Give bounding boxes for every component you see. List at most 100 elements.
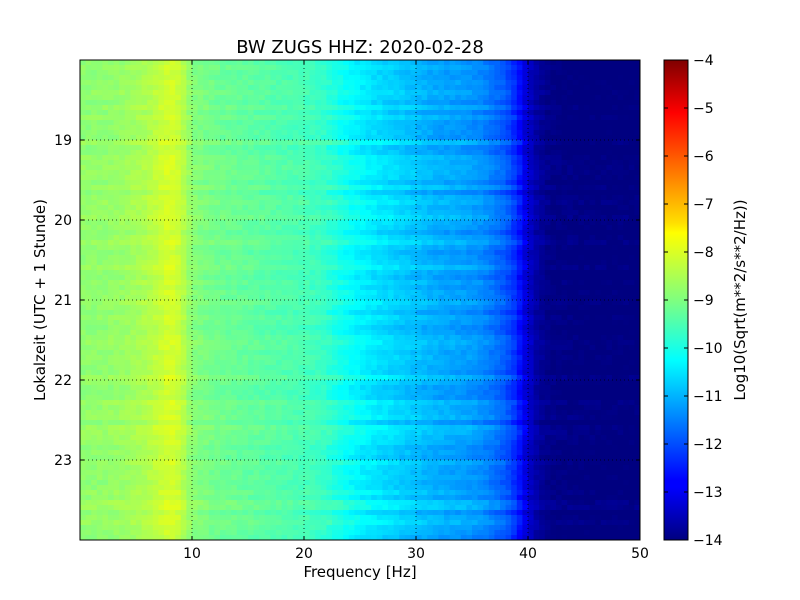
heatmap-cell	[152, 280, 159, 286]
heatmap-cell	[416, 200, 422, 206]
heatmap-cell	[152, 230, 159, 236]
heatmap-cell	[505, 255, 512, 261]
heatmap-cell	[136, 210, 142, 216]
heatmap-cell	[119, 180, 126, 186]
heatmap-cell	[623, 180, 630, 186]
heatmap-cell	[348, 250, 355, 256]
heatmap-cell	[544, 265, 551, 271]
heatmap-cell	[236, 150, 243, 156]
heatmap-cell	[203, 285, 210, 291]
heatmap-cell	[544, 280, 551, 286]
heatmap-cell	[556, 280, 562, 286]
heatmap-cell	[113, 270, 120, 276]
heatmap-cell	[483, 210, 490, 216]
heatmap-cell	[628, 120, 635, 126]
heatmap-cell	[113, 100, 120, 106]
heatmap-cell	[388, 250, 394, 256]
heatmap-cell	[539, 145, 546, 151]
heatmap-cell	[304, 180, 310, 186]
heatmap-cell	[399, 210, 406, 216]
heatmap-cell	[147, 275, 154, 281]
heatmap-cell	[332, 165, 338, 171]
heatmap-cell	[567, 180, 574, 186]
heatmap-cell	[242, 185, 249, 191]
heatmap-cell	[85, 175, 92, 181]
heatmap-cell	[550, 90, 557, 96]
heatmap-cell	[500, 105, 506, 111]
heatmap-cell	[309, 185, 316, 191]
heatmap-cell	[550, 215, 557, 221]
heatmap-cell	[253, 100, 260, 106]
heatmap-cell	[147, 70, 154, 76]
heatmap-cell	[528, 190, 534, 196]
heatmap-cell	[360, 150, 366, 156]
heatmap-cell	[208, 80, 215, 86]
heatmap-cell	[147, 75, 154, 81]
heatmap-cell	[348, 130, 355, 136]
heatmap-cell	[539, 80, 546, 86]
heatmap-cell	[561, 200, 568, 206]
heatmap-cell	[533, 235, 540, 241]
heatmap-cell	[332, 220, 338, 226]
heatmap-cell	[320, 270, 327, 276]
heatmap-cell	[281, 100, 288, 106]
heatmap-cell	[354, 230, 361, 236]
heatmap-cell	[623, 85, 630, 91]
heatmap-cell	[119, 290, 126, 296]
heatmap-cell	[113, 180, 120, 186]
heatmap-cell	[404, 75, 411, 81]
heatmap-cell	[141, 185, 148, 191]
heatmap-cell	[393, 75, 400, 81]
heatmap-cell	[108, 180, 114, 186]
heatmap-cell	[600, 155, 607, 161]
heatmap-cell	[472, 300, 478, 306]
heatmap-cell	[404, 190, 411, 196]
heatmap-cell	[315, 305, 322, 311]
heatmap-cell	[623, 115, 630, 121]
heatmap-cell	[410, 175, 417, 181]
heatmap-cell	[152, 90, 159, 96]
heatmap-cell	[584, 200, 590, 206]
heatmap-cell	[186, 275, 193, 281]
heatmap-cell	[124, 110, 131, 116]
heatmap-cell	[533, 250, 540, 256]
heatmap-cell	[628, 265, 635, 271]
heatmap-cell	[169, 225, 176, 231]
heatmap-cell	[578, 240, 585, 246]
heatmap-cell	[444, 175, 450, 181]
heatmap-cell	[393, 180, 400, 186]
heatmap-cell	[416, 180, 422, 186]
heatmap-cell	[360, 65, 366, 71]
heatmap-cell	[141, 275, 148, 281]
heatmap-cell	[180, 240, 187, 246]
heatmap-cell	[500, 190, 506, 196]
heatmap-cell	[332, 185, 338, 191]
heatmap-cell	[600, 105, 607, 111]
heatmap-cell	[533, 140, 540, 146]
heatmap-cell	[365, 65, 372, 71]
heatmap-cell	[606, 135, 613, 141]
heatmap-cell	[432, 285, 439, 291]
heatmap-cell	[214, 255, 221, 261]
heatmap-cell	[460, 100, 467, 106]
heatmap-cell	[152, 165, 159, 171]
heatmap-cell	[236, 175, 243, 181]
heatmap-cell	[186, 245, 193, 251]
heatmap-cell	[164, 230, 170, 236]
heatmap-cell	[102, 240, 109, 246]
heatmap-cell	[264, 100, 271, 106]
heatmap-cell	[628, 85, 635, 91]
heatmap-cell	[505, 100, 512, 106]
heatmap-cell	[432, 175, 439, 181]
heatmap-cell	[488, 240, 495, 246]
heatmap-cell	[236, 255, 243, 261]
heatmap-cell	[494, 105, 501, 111]
heatmap-cell	[203, 150, 210, 156]
heatmap-cell	[180, 215, 187, 221]
heatmap-cell	[595, 260, 602, 266]
heatmap-cell	[242, 160, 249, 166]
heatmap-cell	[231, 100, 238, 106]
heatmap-cell	[96, 285, 103, 291]
heatmap-cell	[438, 180, 445, 186]
heatmap-cell	[270, 85, 277, 91]
